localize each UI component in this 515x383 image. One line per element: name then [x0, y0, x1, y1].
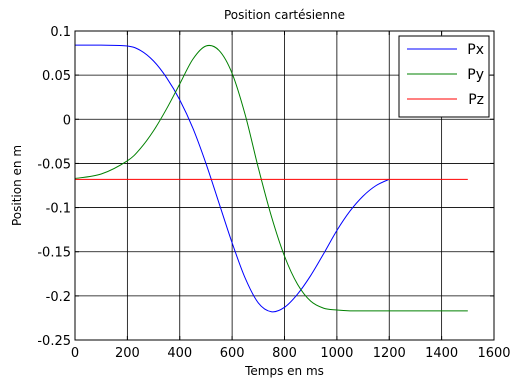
legend-label-py: Py: [467, 67, 484, 83]
x-tick-label: 1000: [320, 346, 353, 361]
series-line-py: [74, 44, 468, 312]
y-tick-label: -0.25: [37, 334, 71, 349]
y-tick-label: -0.05: [37, 157, 71, 172]
axis-ticks: [74, 30, 495, 341]
x-tick-label: 0: [71, 346, 79, 361]
y-tick-label: -0.15: [37, 246, 71, 261]
x-tick-label: 800: [272, 346, 297, 361]
legend-entries: Px Py Pz: [407, 42, 484, 108]
x-tick-label: 600: [220, 346, 245, 361]
legend: Px Py Pz: [398, 35, 490, 118]
legend-label-px: Px: [467, 42, 484, 58]
x-axis-tick-labels: 0 200 400 600 800 1000 1200 1400 1600: [71, 346, 511, 361]
series-layer: [74, 44, 468, 313]
x-tick-label: 1400: [425, 346, 458, 361]
y-tick-label: 0.1: [50, 25, 71, 40]
y-tick-label: 0.05: [42, 69, 71, 84]
x-tick-label: 200: [115, 346, 140, 361]
x-tick-label: 1600: [477, 346, 510, 361]
x-tick-label: 400: [167, 346, 192, 361]
y-tick-label: -0.1: [46, 202, 71, 217]
legend-label-pz: Pz: [468, 92, 484, 108]
x-axis-label: Temps en ms: [244, 364, 324, 378]
y-tick-label: -0.2: [46, 290, 71, 305]
chart-title: Position cartésienne: [224, 8, 345, 22]
series-line-px: [74, 44, 390, 313]
x-tick-label: 1200: [373, 346, 406, 361]
y-axis-label: Position en m: [10, 145, 24, 226]
y-tick-label: 0: [63, 113, 71, 128]
y-axis-tick-labels: 0.1 0.05 0 -0.05 -0.1 -0.15 -0.2 -0.25: [37, 25, 71, 349]
